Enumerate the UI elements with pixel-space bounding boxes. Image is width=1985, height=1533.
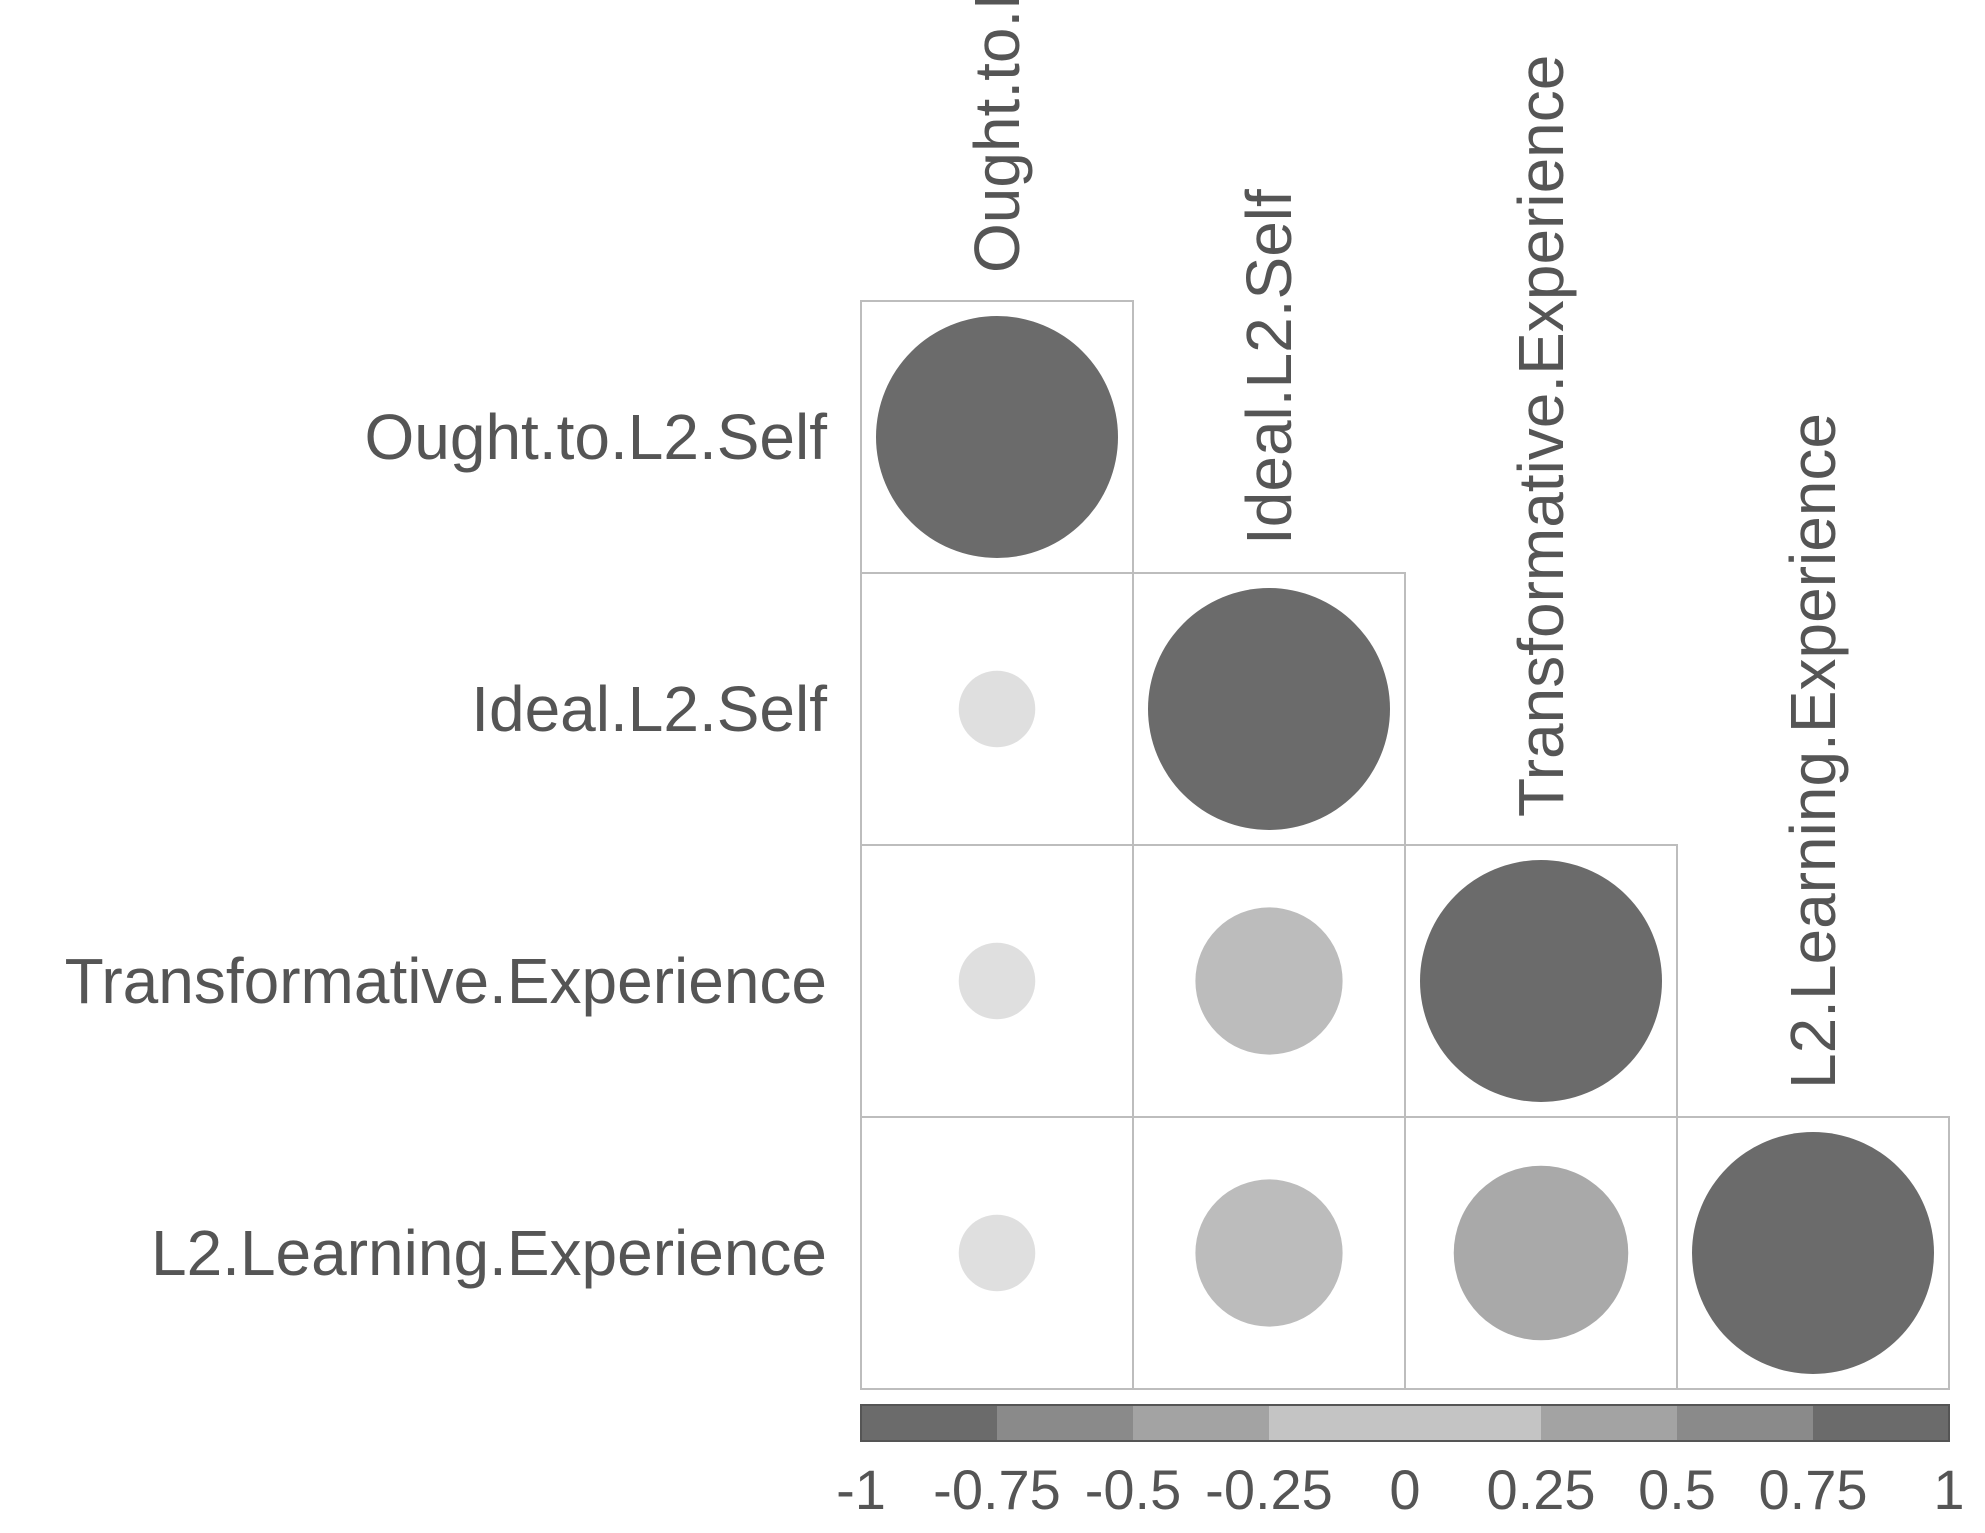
circle-Ought.to.L2.Self-Ought.to.L2.Self [876, 316, 1118, 558]
circle-Transformative.Experience-Ought.to.L2.Self [958, 942, 1036, 1020]
circle-L2.Learning.Experience-Ideal.L2.Self [1195, 1179, 1343, 1327]
colorbar-frame [860, 1404, 1950, 1442]
circle-L2.Learning.Experience-Ought.to.L2.Self [958, 1214, 1036, 1292]
colorbar-segment [1541, 1405, 1678, 1441]
column-label: Transformative.Experience [1505, 55, 1577, 817]
colorbar-tick-label: 0.5 [1638, 1458, 1716, 1521]
colorbar-segment [1677, 1405, 1814, 1441]
colorbar-segment [1813, 1405, 1950, 1441]
circle-L2.Learning.Experience-Transformative.Experience [1453, 1165, 1629, 1341]
row-label: Transformative.Experience [65, 945, 827, 1017]
colorbar-segment [1133, 1405, 1270, 1441]
colorbar-segment [1269, 1405, 1406, 1441]
correlation-circles [876, 316, 1934, 1374]
colorbar-tick-label: -0.5 [1085, 1458, 1182, 1521]
colorbar-tick-label: 0.25 [1487, 1458, 1596, 1521]
colorbar-segment [1405, 1405, 1542, 1441]
column-labels: Ought.to.L2.Self Ideal.L2.Self Transformat… [961, 0, 1849, 1089]
cell-grid [860, 300, 1950, 1390]
colorbar-tick-label: -0.25 [1205, 1458, 1333, 1521]
colorbar-tick-label: 0.75 [1759, 1458, 1868, 1521]
row-label: Ought.to.L2.Self [364, 401, 827, 473]
colorbar: -1 -0.75 -0.5 -0.25 0 0.25 0.5 0.75 1 [836, 1404, 1965, 1521]
circle-Transformative.Experience-Ideal.L2.Self [1195, 907, 1343, 1055]
column-label: Ideal.L2.Self [1233, 189, 1305, 545]
circle-Ideal.L2.Self-Ought.to.L2.Self [958, 670, 1036, 748]
colorbar-tick-label: 1 [1933, 1458, 1964, 1521]
circle-Transformative.Experience-Transformative.Experience [1420, 860, 1662, 1102]
colorbar-tick-label: -1 [836, 1458, 886, 1521]
row-label: L2.Learning.Experience [151, 1217, 827, 1289]
row-labels: Ought.to.L2.Self Ideal.L2.Self Transformat… [65, 401, 828, 1289]
row-label: Ideal.L2.Self [471, 673, 827, 745]
colorbar-segment [997, 1405, 1134, 1441]
cell-3-3 [1676, 1116, 1950, 1390]
circle-Ideal.L2.Self-Ideal.L2.Self [1148, 588, 1390, 830]
colorbar-tick-label: 0 [1389, 1458, 1420, 1521]
column-label: L2.Learning.Experience [1777, 413, 1849, 1089]
circle-L2.Learning.Experience-L2.Learning.Experience [1692, 1132, 1934, 1374]
colorbar-tick-label: -0.75 [933, 1458, 1061, 1521]
column-label: Ought.to.L2.Self [961, 0, 1033, 273]
colorbar-segment [861, 1405, 998, 1441]
